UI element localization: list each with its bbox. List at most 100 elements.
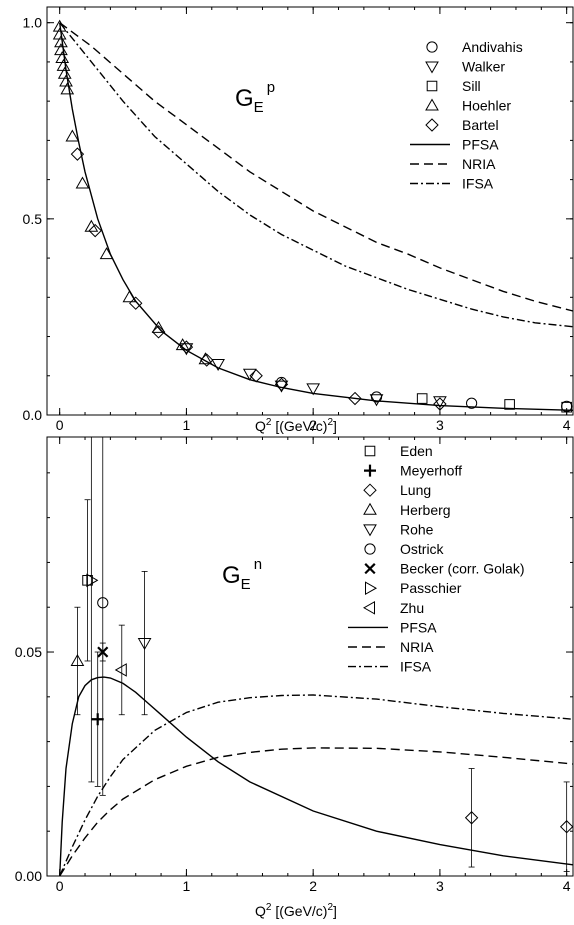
- curve-pfsa: [59, 22, 574, 411]
- curve-pfsa: [59, 676, 574, 877]
- x-tick-label: 1: [183, 878, 191, 894]
- curve-nria: [59, 747, 574, 877]
- marker-square: [416, 393, 428, 404]
- x-tick-label: 4: [563, 417, 571, 433]
- x-tick-label: 4: [563, 878, 571, 894]
- plot-frame: [46, 6, 574, 416]
- marker-triangle-down: [211, 359, 225, 372]
- marker-triangle-right: [365, 581, 378, 596]
- x-axis: 0 1 2 3 4: [56, 7, 571, 433]
- data-points: [52, 19, 573, 413]
- legend-label: Bartel: [462, 117, 499, 133]
- legend: Eden Meyerhoff Lung Herberg Rohe Ostrick Becke…: [348, 443, 524, 675]
- legend-label: Passchier: [400, 580, 462, 596]
- marker-circle: [364, 543, 376, 555]
- curve-nria: [59, 22, 574, 312]
- marker-diamond: [348, 391, 362, 406]
- y-tick-label: 0.0: [23, 407, 43, 423]
- marker-diamond: [129, 296, 143, 310]
- legend-label: Hoehler: [462, 98, 511, 114]
- legend-label: NRIA: [400, 639, 434, 655]
- marker-triangle-up: [99, 247, 114, 260]
- marker-triangle-up: [84, 219, 99, 232]
- marker-triangle-down: [306, 383, 321, 396]
- marker-square: [561, 401, 572, 413]
- legend-label: IFSA: [400, 659, 432, 675]
- marker-diamond: [151, 325, 166, 339]
- legend-label: Lung: [400, 482, 431, 498]
- marker-diamond: [70, 147, 85, 161]
- curve-ifsa: [59, 694, 574, 877]
- legend-label: PFSA: [400, 619, 437, 635]
- y-tick-label: 0.05: [15, 644, 42, 660]
- data-points: [70, 437, 574, 872]
- y-axis: 0.00 0.05: [15, 472, 573, 884]
- marker-triangle-up: [363, 502, 377, 515]
- marker-triangle-up: [70, 653, 85, 666]
- x-tick-label: 3: [436, 878, 444, 894]
- marker-triangle-down: [363, 524, 377, 537]
- x-tick-label: 0: [56, 417, 64, 433]
- y-tick-label: 1.0: [23, 15, 43, 31]
- x-tick-label: 0: [56, 878, 64, 894]
- marker-triangle-up: [75, 176, 90, 189]
- marker-diamond: [425, 118, 439, 132]
- marker-triangle-down: [369, 394, 384, 407]
- legend-label: Andivahis: [462, 39, 523, 55]
- marker-cross: [97, 646, 109, 658]
- marker-triangle-up: [52, 27, 67, 40]
- marker-triangle-down: [137, 638, 152, 651]
- marker-cross: [364, 563, 376, 575]
- panel-title: GEp: [235, 79, 275, 116]
- marker-diamond: [199, 353, 214, 367]
- marker-triangle-left: [362, 600, 375, 615]
- marker-circle: [426, 41, 438, 53]
- marker-plus: [91, 713, 104, 726]
- marker-plus: [364, 464, 376, 477]
- marker-triangle-up: [52, 19, 67, 32]
- marker-circle: [466, 397, 478, 409]
- x-axis-label: Q2 [(GeV/c)2]: [255, 417, 337, 434]
- marker-triangle-down: [242, 368, 257, 381]
- marker-triangle-up: [54, 43, 68, 56]
- marker-triangle-down: [179, 343, 194, 356]
- neutron-form-factor-panel: 0.00 0.05 0 1 2 3 4 Eden Meyerhoff Lung Herberg R…: [15, 436, 574, 894]
- y-axis: 0.0 0.5 1.0: [23, 15, 573, 423]
- marker-diamond: [249, 369, 263, 383]
- legend-label: Walker: [462, 59, 505, 75]
- legend-label: Ostrick: [400, 541, 445, 557]
- plot-frame: [46, 436, 574, 877]
- marker-diamond: [179, 340, 194, 354]
- marker-triangle-down: [425, 61, 439, 74]
- marker-triangle-right: [86, 573, 99, 588]
- marker-diamond: [433, 397, 447, 411]
- marker-triangle-left: [114, 663, 127, 677]
- marker-triangle-up: [65, 129, 80, 142]
- marker-triangle-up: [425, 98, 439, 111]
- marker-diamond: [559, 820, 574, 834]
- marker-triangle-up: [122, 290, 137, 303]
- x-tick-label: 3: [436, 417, 444, 433]
- marker-square: [504, 399, 515, 410]
- x-tick-label: 2: [309, 878, 317, 894]
- theory-curves: [59, 676, 574, 877]
- marker-triangle-down: [433, 396, 447, 409]
- legend-label: Zhu: [400, 600, 424, 616]
- legend-label: Herberg: [400, 502, 451, 518]
- legend-label: Eden: [400, 443, 433, 459]
- legend-label: IFSA: [462, 176, 494, 192]
- legend-label: Becker (corr. Golak): [400, 561, 524, 577]
- marker-circle: [97, 597, 109, 609]
- marker-diamond: [464, 811, 479, 825]
- marker-square: [364, 445, 376, 457]
- proton-form-factor-panel: 0.0 0.5 1.0 0 1 2 3 4 Andivahis Walker Sill Hoehl…: [23, 6, 574, 433]
- marker-diamond: [88, 223, 102, 238]
- marker-triangle-up: [60, 82, 75, 95]
- legend-label: NRIA: [462, 156, 496, 172]
- marker-triangle-down: [274, 380, 289, 393]
- theory-curves: [59, 22, 574, 411]
- legend-label: Sill: [462, 78, 481, 94]
- marker-triangle-up: [151, 320, 166, 333]
- legend-label: Rohe: [400, 521, 434, 537]
